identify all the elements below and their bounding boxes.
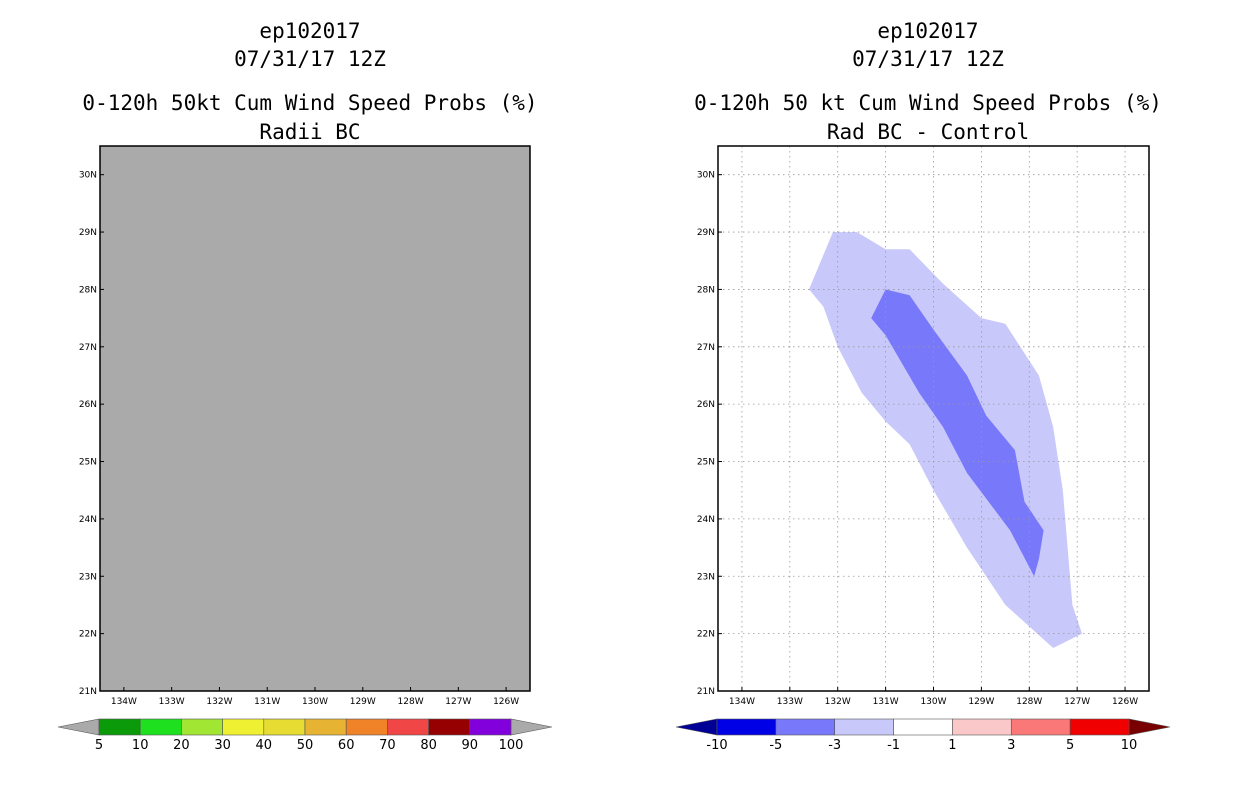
left-title: 0-120h 50kt Cum Wind Speed Probs (%) bbox=[82, 91, 537, 115]
colorbar-swatch bbox=[1010, 718, 1071, 736]
lon-tick-label: 131W bbox=[254, 697, 280, 707]
colorbar-swatch bbox=[716, 718, 777, 736]
left-axis-ticks: 134W 133W 132W 131W 130W 129W 128W 127W 126W 21N 2… bbox=[79, 171, 519, 707]
lat-tick-label: 21N bbox=[79, 687, 97, 697]
lat-tick-label: 29N bbox=[79, 228, 97, 238]
colorbar-label: 5 bbox=[1066, 738, 1074, 753]
left-colorbar: 5 10 20 30 40 50 60 70 80 90 100 bbox=[57, 718, 553, 753]
lon-tick-label: 127W bbox=[1064, 697, 1090, 707]
lon-tick-label: 126W bbox=[493, 697, 519, 707]
colorbar-label: -10 bbox=[706, 738, 727, 753]
colorbar-label: 10 bbox=[1121, 738, 1138, 753]
lat-tick-label: 25N bbox=[79, 458, 97, 468]
right-contours bbox=[809, 232, 1082, 648]
lat-tick-label: 21N bbox=[697, 687, 715, 697]
lat-tick-label: 23N bbox=[697, 572, 715, 582]
colorbar-label: 3 bbox=[1007, 738, 1015, 753]
colorbar-swatch bbox=[181, 718, 223, 736]
lat-tick-label: 27N bbox=[697, 343, 715, 353]
colorbar-swatch bbox=[1069, 718, 1130, 736]
colorbar-label: -3 bbox=[828, 738, 841, 753]
colorbar-swatch bbox=[428, 718, 471, 736]
left-panel: ep102017 07/31/17 12Z 0-120h 50kt Cum Wi… bbox=[57, 19, 553, 753]
lat-tick-label: 26N bbox=[79, 400, 97, 410]
lon-tick-label: 133W bbox=[777, 697, 803, 707]
colorbar-swatch bbox=[222, 718, 265, 736]
lat-tick-label: 25N bbox=[697, 458, 715, 468]
lon-tick-label: 132W bbox=[825, 697, 851, 707]
lon-tick-label: 130W bbox=[302, 697, 328, 707]
colorbar-label: 70 bbox=[379, 738, 396, 753]
lat-tick-label: 26N bbox=[697, 400, 715, 410]
colorbar-swatch bbox=[834, 718, 894, 736]
left-datetime: 07/31/17 12Z bbox=[234, 47, 386, 71]
colorbar-label: 40 bbox=[256, 738, 273, 753]
right-panel: ep102017 07/31/17 12Z 0-120h 50 kt Cum W… bbox=[675, 19, 1171, 753]
colorbar-label: 20 bbox=[173, 738, 190, 753]
lon-tick-label: 127W bbox=[445, 697, 471, 707]
lat-tick-label: 28N bbox=[697, 285, 715, 295]
right-axis-ticks: 134W 133W 132W 131W 130W 129W 128W 127W 126W 21N 2… bbox=[697, 171, 1138, 707]
left-undefined-field bbox=[100, 146, 530, 691]
colorbar-label: 90 bbox=[462, 738, 479, 753]
colorbar-label: 100 bbox=[499, 738, 524, 753]
colorbar-high-end bbox=[510, 718, 553, 736]
lat-tick-label: 28N bbox=[79, 285, 97, 295]
lon-tick-label: 128W bbox=[398, 697, 424, 707]
colorbar-swatch bbox=[469, 718, 512, 736]
colorbar-label: -5 bbox=[769, 738, 782, 753]
colorbar-low-end bbox=[57, 718, 100, 736]
colorbar-swatch bbox=[139, 718, 182, 736]
lon-tick-label: 133W bbox=[159, 697, 185, 707]
colorbar-label: 30 bbox=[214, 738, 231, 753]
lon-tick-label: 130W bbox=[920, 697, 946, 707]
lon-tick-label: 131W bbox=[873, 697, 899, 707]
right-colorbar: -10 -5 -3 -1 1 3 5 10 bbox=[675, 718, 1171, 753]
colorbar-label: 10 bbox=[132, 738, 149, 753]
lat-tick-label: 30N bbox=[79, 171, 97, 181]
lon-tick-label: 129W bbox=[350, 697, 376, 707]
colorbar-label: -1 bbox=[887, 738, 900, 753]
colorbar-swatch bbox=[387, 718, 429, 736]
colorbar-swatch bbox=[952, 718, 1012, 736]
lon-tick-label: 134W bbox=[729, 697, 755, 707]
colorbar-swatch bbox=[893, 718, 953, 736]
colorbar-high-end bbox=[1128, 718, 1171, 736]
lat-tick-label: 29N bbox=[697, 228, 715, 238]
lat-tick-label: 23N bbox=[79, 572, 97, 582]
lon-tick-label: 126W bbox=[1112, 697, 1138, 707]
lon-tick-label: 134W bbox=[111, 697, 137, 707]
colorbar-swatch bbox=[775, 718, 836, 736]
colorbar-swatch bbox=[98, 718, 141, 736]
lat-tick-label: 27N bbox=[79, 343, 97, 353]
lat-tick-label: 24N bbox=[79, 515, 97, 525]
lon-tick-label: 129W bbox=[968, 697, 994, 707]
lat-tick-label: 22N bbox=[79, 630, 97, 640]
contour-medium-blue bbox=[871, 289, 1044, 577]
lon-tick-label: 132W bbox=[206, 697, 232, 707]
colorbar-label: 5 bbox=[95, 738, 103, 753]
lat-tick-label: 22N bbox=[697, 630, 715, 640]
colorbar-swatch bbox=[345, 718, 388, 736]
lon-tick-label: 128W bbox=[1016, 697, 1042, 707]
left-subtitle: Radii BC bbox=[259, 120, 360, 144]
colorbar-swatch bbox=[304, 718, 347, 736]
colorbar-label: 1 bbox=[948, 738, 956, 753]
right-title: 0-120h 50 kt Cum Wind Speed Probs (%) bbox=[694, 91, 1162, 115]
right-storm-id: ep102017 bbox=[877, 19, 978, 43]
lat-tick-label: 24N bbox=[697, 515, 715, 525]
colorbar-label: 80 bbox=[420, 738, 437, 753]
lat-tick-label: 30N bbox=[697, 171, 715, 181]
colorbar-label: 60 bbox=[338, 738, 355, 753]
left-storm-id: ep102017 bbox=[259, 19, 360, 43]
colorbar-swatch bbox=[263, 718, 306, 736]
right-subtitle: Rad BC - Control bbox=[827, 120, 1029, 144]
right-datetime: 07/31/17 12Z bbox=[852, 47, 1004, 71]
contour-light-blue bbox=[809, 232, 1082, 648]
colorbar-label: 50 bbox=[297, 738, 314, 753]
colorbar-low-end bbox=[675, 718, 718, 736]
